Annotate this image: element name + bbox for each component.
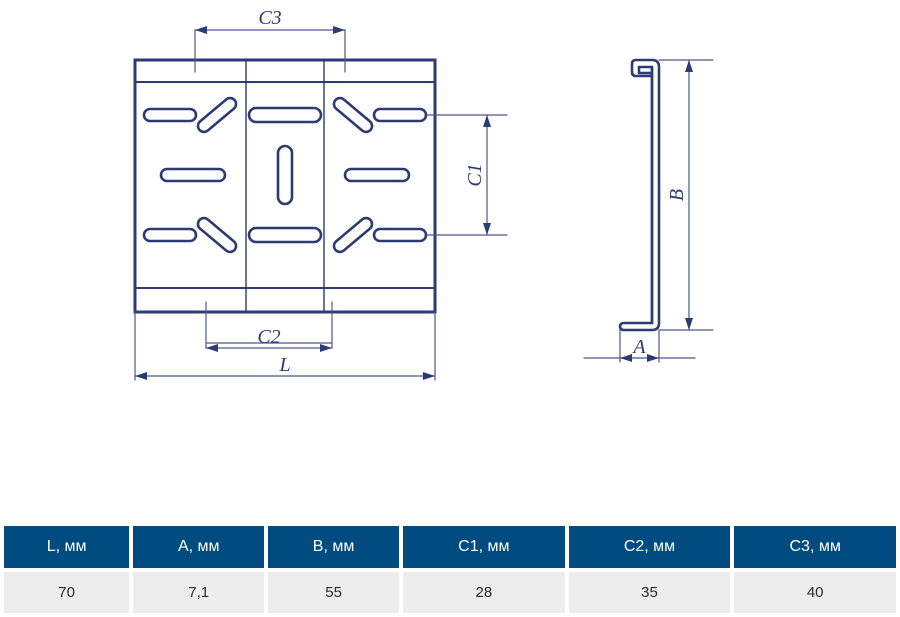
table-cell: 70 <box>4 572 129 613</box>
table-header: A, мм <box>133 526 264 568</box>
svg-text:C2: C2 <box>257 326 280 348</box>
svg-text:L: L <box>278 354 290 376</box>
table-header: B, мм <box>268 526 399 568</box>
table-cell: 7,1 <box>133 572 264 613</box>
table-header: C1, мм <box>403 526 565 568</box>
svg-text:C1: C1 <box>464 163 486 186</box>
technical-drawing: C3 C2 L C1 B A <box>0 0 900 420</box>
table-cell: 28 <box>403 572 565 613</box>
table-cell: 55 <box>268 572 399 613</box>
page: C3 C2 L C1 B A L, ммA, ммB, ммC1, ммC2, ммC3,… <box>0 0 900 617</box>
table-header: L, мм <box>4 526 129 568</box>
table-header: C3, мм <box>734 526 896 568</box>
table-cell: 40 <box>734 572 896 613</box>
svg-text:A: A <box>631 336 646 358</box>
dimensions-table: L, ммA, ммB, ммC1, ммC2, ммC3, мм 707,15… <box>0 522 900 617</box>
table-header: C2, мм <box>569 526 731 568</box>
svg-text:B: B <box>666 189 688 201</box>
svg-text:C3: C3 <box>258 7 281 29</box>
table-cell: 35 <box>569 572 731 613</box>
